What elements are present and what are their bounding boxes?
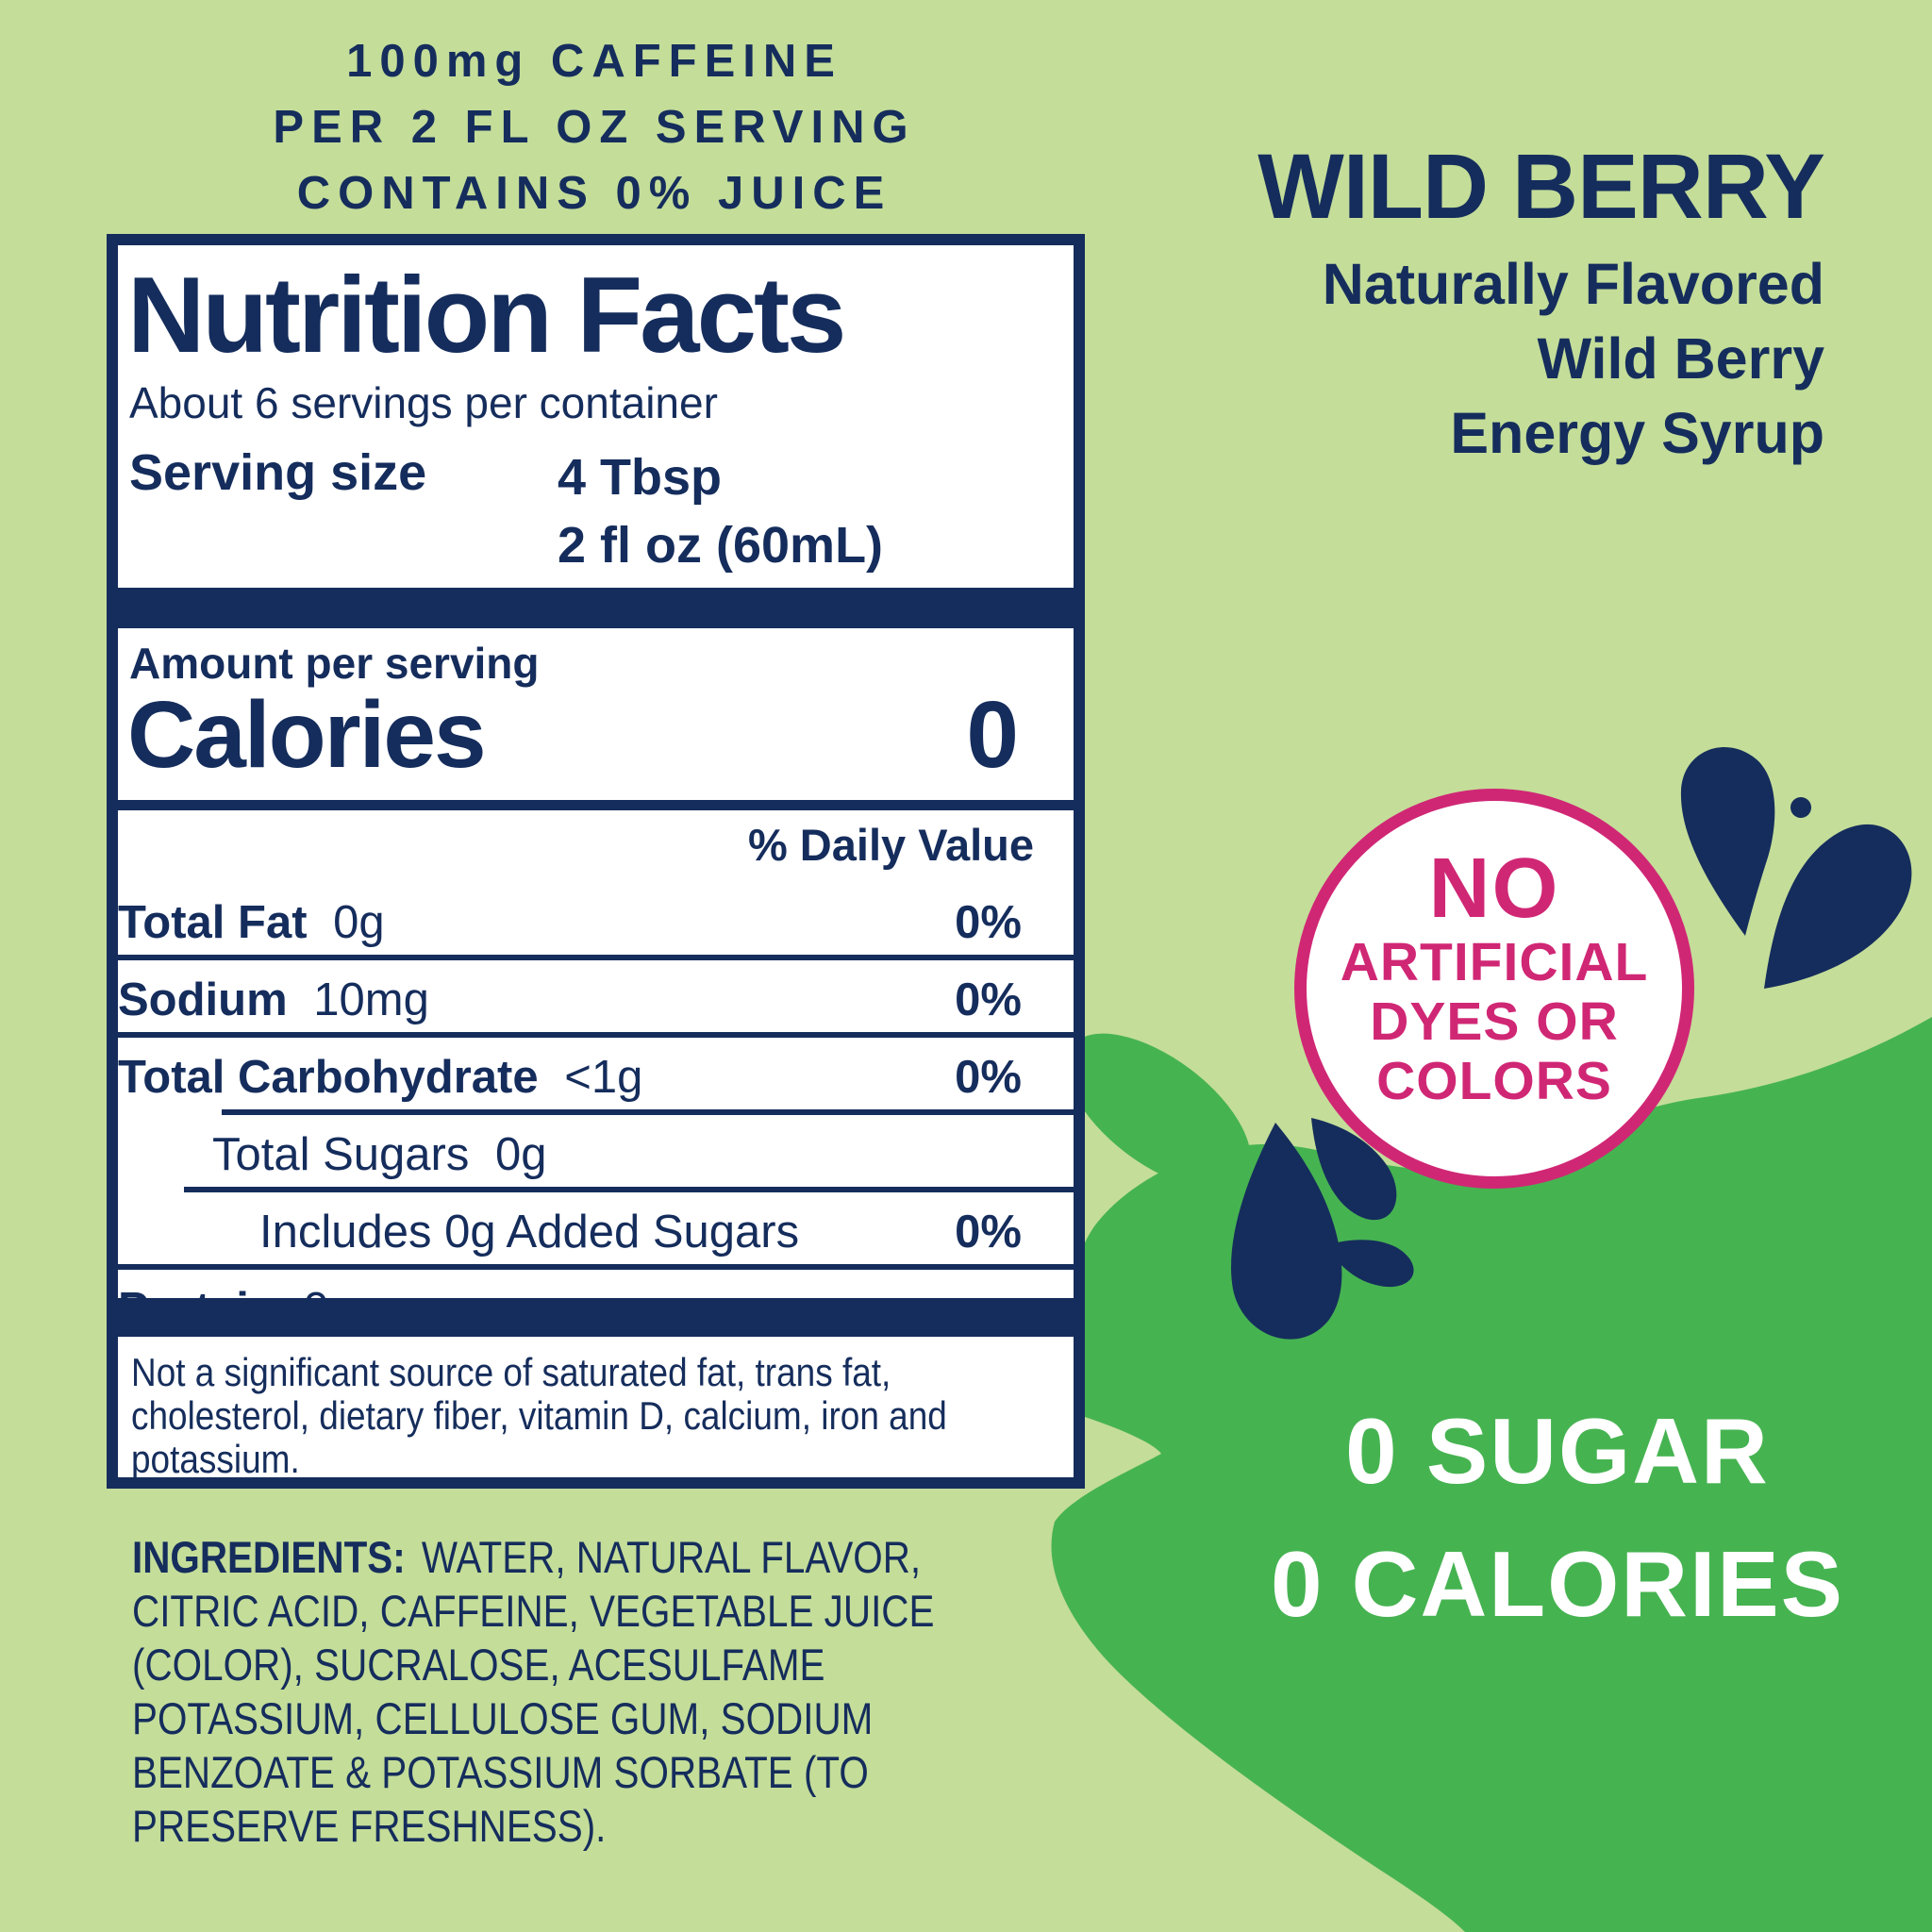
claims-block: 0 SUGAR 0 CALORIES [1256, 1385, 1859, 1651]
flavor-subtitle-line: Energy Syrup [1450, 401, 1824, 465]
nutrient-amount: 0g [495, 1129, 547, 1180]
daily-value-header: % Daily Value [747, 820, 1034, 870]
nutrient-dv: 0% [955, 897, 1022, 948]
claim-zero-calories: 0 CALORIES [1270, 1532, 1845, 1636]
splash-droplets-top-right [1680, 746, 1912, 989]
caffeine-note: 100mg CAFFEINE PER 2 FL OZ SERVING CONTA… [123, 28, 1066, 226]
ingredients-line: PRESERVE FRESHNESS). [132, 1801, 607, 1851]
footnote-line: Not a significant source of saturated fa… [131, 1350, 891, 1394]
badge-line: COLORS [1376, 1051, 1612, 1111]
footnote: Not a significant source of saturated fa… [131, 1350, 1061, 1481]
badge-line: NO [1428, 841, 1560, 936]
divider-bar [118, 588, 1074, 628]
nutrient-name: Total Carbohydrate [118, 1052, 539, 1103]
ingredients-line: POTASSIUM, CELLULOSE GUM, SODIUM [132, 1693, 874, 1743]
caffeine-note-line: 100mg CAFFEINE [346, 36, 842, 87]
nutrient-name: Total Fat [118, 897, 308, 948]
footnote-line: cholesterol, dietary fiber, vitamin D, c… [131, 1393, 947, 1438]
nutrition-facts-title: Nutrition Facts [127, 256, 846, 375]
nutrient-amount: <1g [564, 1052, 643, 1103]
ingredients-text: WATER, NATURAL FLAVOR, [421, 1532, 922, 1582]
droplet-dot-icon [1790, 797, 1811, 818]
nutrient-dv: 0% [955, 1207, 1022, 1257]
ingredients-line: INGREDIENTS: WATER, NATURAL FLAVOR, [132, 1530, 1074, 1584]
droplet-icon [1231, 1123, 1342, 1340]
badge-line: ARTIFICIAL [1340, 932, 1649, 992]
footnote-line: potassium. [131, 1437, 300, 1481]
green-blob-arm [1066, 1033, 1251, 1190]
claim-zero-sugar: 0 SUGAR [1345, 1399, 1770, 1503]
droplet-icon [1311, 1118, 1397, 1221]
caffeine-note-line: CONTAINS 0% JUICE [296, 168, 892, 219]
ingredients-line: BENZOATE & POTASSIUM SORBATE (TO [132, 1747, 869, 1797]
table-row: Total Sugars 0g [118, 1115, 1074, 1192]
ingredients-list: INGREDIENTS: WATER, NATURAL FLAVOR, CITRI… [132, 1530, 1074, 1853]
nutrient-amount: 0g [333, 897, 385, 948]
serving-size-label: Serving size [129, 444, 427, 501]
nutrient-name: Total Sugars [212, 1129, 470, 1180]
nutrient-amount: 10mg [313, 974, 429, 1025]
nutrient-dv: 0% [955, 1052, 1022, 1103]
no-artificial-dyes-badge: NO ARTIFICIAL DYES OR COLORS [1294, 789, 1694, 1189]
flavor-title: WILD BERRY [1257, 135, 1825, 238]
badge-line: DYES OR [1370, 991, 1619, 1052]
ingredients-line: CITRIC ACID, CAFFEINE, VEGETABLE JUICE [132, 1586, 935, 1636]
table-row: Total Fat 0g 0% [118, 883, 1074, 960]
caffeine-note-line: PER 2 FL OZ SERVING [273, 102, 916, 153]
nutrient-dv: 0% [955, 974, 1022, 1025]
divider-rule [118, 800, 1074, 810]
servings-per-container: About 6 servings per container [129, 378, 718, 427]
flavor-subtitle-line: Naturally Flavored [1322, 252, 1824, 316]
nutrient-name: Sodium [118, 974, 288, 1025]
table-row: Includes 0g Added Sugars 0% [118, 1192, 1074, 1270]
ingredients-line: (COLOR), SUCRALOSE, ACESULFAME [132, 1640, 825, 1690]
flavor-subtitle-line: Wild Berry [1537, 326, 1824, 391]
serving-size-value: 4 Tbsp [558, 449, 723, 506]
splash-droplets-bottom-left [1231, 1118, 1414, 1340]
ingredients-label: INGREDIENTS: [132, 1532, 406, 1582]
calories-value: 0 [966, 682, 1019, 788]
calories-label: Calories [127, 682, 487, 788]
droplet-icon [1326, 1240, 1414, 1288]
serving-size-values: 4 Tbsp 2 fl oz (60mL) [558, 443, 883, 579]
divider-bar [118, 1298, 1074, 1337]
serving-size-value: 2 fl oz (60mL) [558, 517, 884, 574]
nutrient-name: Includes 0g Added Sugars [259, 1207, 800, 1257]
nutrient-rows: Total Fat 0g 0% Sodium 10mg 0% Total Car… [118, 883, 1074, 1347]
droplet-icon [1680, 746, 1775, 936]
droplet-icon [1764, 824, 1912, 989]
nutrition-facts-panel: Nutrition Facts About 6 servings per con… [107, 234, 1085, 1489]
flavor-block: WILD BERRY Naturally Flavored Wild Berry… [1164, 135, 1825, 471]
table-row: Sodium 10mg 0% [118, 960, 1074, 1038]
table-row: Total Carbohydrate <1g 0% [118, 1038, 1074, 1115]
flavor-subtitle: Naturally Flavored Wild Berry Energy Syr… [1164, 247, 1824, 471]
amount-per-serving-label: Amount per serving [129, 639, 540, 688]
